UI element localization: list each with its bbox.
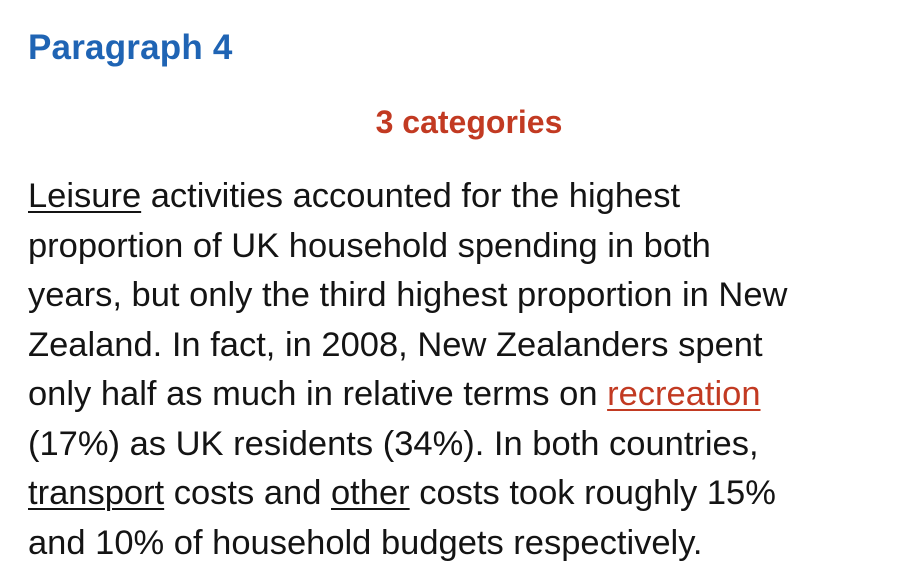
recreation-term: recreation — [607, 375, 761, 413]
line-text: activities accounted for the highest — [141, 177, 681, 215]
line-text: (17%) as UK residents (34%). In both cou… — [28, 424, 759, 463]
line-text: proportion of UK household spending in b… — [28, 226, 711, 265]
line-text: Zealand. In fact, in 2008, New Zealander… — [28, 325, 763, 364]
transport-term: transport — [28, 474, 165, 512]
paragraph-line-3: years, but only the third highest propor… — [28, 271, 908, 321]
line-text: costs took roughly 15% — [409, 474, 776, 512]
line-text: only half as much in relative terms on — [28, 375, 608, 413]
paragraph-line-7: transport costs and other costs took rou… — [28, 469, 908, 519]
leisure-term: Leisure — [28, 177, 142, 215]
line-text: years, but only the third highest propor… — [28, 276, 788, 314]
other-term: other — [331, 474, 410, 512]
paragraph-line-1: Leisure activities accounted for the hig… — [28, 172, 908, 222]
paragraph-line-2: proportion of UK household spending in b… — [28, 222, 908, 272]
paragraph-line-5: only half as much in relative terms on r… — [28, 370, 908, 420]
line-text: and 10% of household budgets respectivel… — [28, 523, 703, 562]
paragraph-line-6: (17%) as UK residents (34%). In both cou… — [28, 420, 908, 470]
categories-subheading: 3 categories — [375, 104, 563, 140]
paragraph-line-8: and 10% of household budgets respectivel… — [28, 519, 908, 569]
paragraph-line-4: Zealand. In fact, in 2008, New Zealander… — [28, 321, 908, 371]
line-text: costs and — [164, 474, 331, 512]
body-paragraph: Leisure activities accounted for the hig… — [28, 172, 908, 568]
paragraph-heading: Paragraph 4 — [28, 28, 233, 67]
